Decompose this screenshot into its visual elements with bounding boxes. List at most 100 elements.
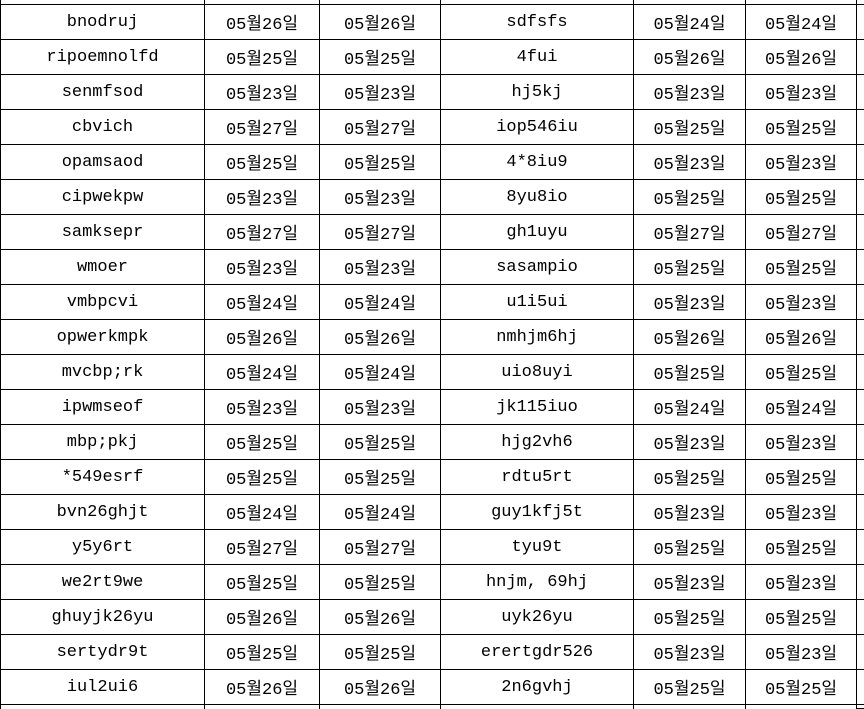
name-cell[interactable]: wmoer [0, 249, 205, 285]
date-cell[interactable]: 05월23일 [319, 74, 441, 110]
date-cell[interactable]: 05월27일 [745, 214, 857, 250]
date-cell[interactable]: 05월27일 [319, 214, 441, 250]
date-cell[interactable]: 05월23일 [745, 424, 857, 460]
date-cell[interactable]: 05월23일 [204, 249, 320, 285]
name-cell[interactable]: cbvich [0, 109, 205, 145]
date-cell[interactable]: 05월25일 [633, 669, 746, 705]
name-cell[interactable]: bvn26ghjt [0, 494, 205, 530]
name-cell[interactable]: ipwmseof [0, 389, 205, 425]
date-cell[interactable]: 05월25일 [319, 39, 441, 75]
date-cell[interactable]: 05월27일 [319, 109, 441, 145]
date-cell[interactable]: 05월26일 [204, 599, 320, 635]
date-cell[interactable]: 05월26일 [745, 319, 857, 355]
name-cell[interactable]: opwerkmpk [0, 319, 205, 355]
date-cell[interactable]: 05월27일 [204, 109, 320, 145]
date-cell[interactable]: 05월26일 [745, 39, 857, 75]
date-cell[interactable]: 05월25일 [319, 144, 441, 180]
date-cell[interactable]: 05월25일 [319, 564, 441, 600]
date-cell[interactable]: 05월26일 [319, 4, 441, 40]
name-cell[interactable]: *549esrf [0, 459, 205, 495]
date-cell[interactable]: 05월24일 [204, 354, 320, 390]
name-cell[interactable]: hj5kj [440, 74, 634, 110]
date-cell[interactable]: 05월25일 [204, 564, 320, 600]
name-cell[interactable]: y5y6rt [0, 529, 205, 565]
name-cell[interactable]: ghuyjk26yu [0, 599, 205, 635]
date-cell[interactable]: 05월25일 [745, 109, 857, 145]
date-cell[interactable]: 05월25일 [633, 529, 746, 565]
name-cell[interactable]: bnodruj [0, 4, 205, 40]
date-cell[interactable]: 05월27일 [319, 529, 441, 565]
date-cell[interactable]: 05월25일 [745, 459, 857, 495]
name-cell[interactable]: sasampio [440, 249, 634, 285]
date-cell[interactable]: 05월24일 [204, 494, 320, 530]
name-cell[interactable]: sertydr9t [0, 634, 205, 670]
name-cell[interactable]: uyk26yu [440, 599, 634, 635]
name-cell[interactable]: vmbpcvi [0, 284, 205, 320]
date-cell[interactable]: 05월25일 [633, 179, 746, 215]
name-cell[interactable]: iop546iu [440, 109, 634, 145]
name-cell[interactable]: iul2ui6 [0, 669, 205, 705]
date-cell[interactable]: 05월26일 [204, 4, 320, 40]
date-cell[interactable]: 05월24일 [319, 284, 441, 320]
date-cell[interactable]: 05월25일 [745, 529, 857, 565]
date-cell[interactable]: 05월23일 [745, 634, 857, 670]
date-cell[interactable]: 05월23일 [745, 144, 857, 180]
name-cell[interactable]: sdfsfs [440, 4, 634, 40]
date-cell[interactable]: 05월26일 [633, 319, 746, 355]
name-cell[interactable]: we2rt9we [0, 564, 205, 600]
date-cell[interactable]: 05월23일 [319, 179, 441, 215]
date-cell[interactable]: 05월27일 [633, 214, 746, 250]
name-cell[interactable]: ripoemnolfd [0, 39, 205, 75]
date-cell[interactable]: 05월24일 [745, 4, 857, 40]
date-cell[interactable]: 05월23일 [745, 564, 857, 600]
name-cell[interactable]: erertgdr526 [440, 634, 634, 670]
date-cell[interactable]: 05월26일 [633, 39, 746, 75]
date-cell[interactable]: 05월25일 [204, 39, 320, 75]
date-cell[interactable]: 05월23일 [633, 144, 746, 180]
date-cell[interactable]: 05월25일 [633, 354, 746, 390]
date-cell[interactable]: 05월25일 [319, 459, 441, 495]
name-cell[interactable]: cipwekpw [0, 179, 205, 215]
date-cell[interactable]: 05월25일 [745, 179, 857, 215]
date-cell[interactable]: 05월25일 [633, 459, 746, 495]
date-cell[interactable]: 05월23일 [745, 284, 857, 320]
date-cell[interactable]: 05월25일 [319, 634, 441, 670]
date-cell[interactable]: 05월26일 [204, 669, 320, 705]
date-cell[interactable]: 05월23일 [633, 494, 746, 530]
date-cell[interactable]: 05월26일 [319, 319, 441, 355]
name-cell[interactable]: mvcbp;rk [0, 354, 205, 390]
date-cell[interactable]: 05월23일 [633, 284, 746, 320]
date-cell[interactable]: 05월27일 [204, 529, 320, 565]
date-cell[interactable]: 05월25일 [745, 669, 857, 705]
name-cell[interactable]: 8yu8io [440, 179, 634, 215]
date-cell[interactable]: 05월23일 [204, 389, 320, 425]
date-cell[interactable]: 05월26일 [204, 319, 320, 355]
date-cell[interactable]: 05월25일 [633, 599, 746, 635]
date-cell[interactable]: 05월23일 [633, 564, 746, 600]
name-cell[interactable]: 2n6gvhj [440, 669, 634, 705]
name-cell[interactable]: nmhjm6hj [440, 319, 634, 355]
date-cell[interactable]: 05월23일 [633, 424, 746, 460]
date-cell[interactable]: 05월26일 [319, 599, 441, 635]
date-cell[interactable]: 05월25일 [633, 249, 746, 285]
name-cell[interactable]: gh1uyu [440, 214, 634, 250]
name-cell[interactable]: samksepr [0, 214, 205, 250]
name-cell[interactable]: opamsaod [0, 144, 205, 180]
name-cell[interactable]: u1i5ui [440, 284, 634, 320]
date-cell[interactable]: 05월25일 [633, 109, 746, 145]
date-cell[interactable]: 05월24일 [319, 494, 441, 530]
date-cell[interactable]: 05월24일 [745, 389, 857, 425]
date-cell[interactable]: 05월23일 [633, 74, 746, 110]
date-cell[interactable]: 05월23일 [745, 494, 857, 530]
date-cell[interactable]: 05월25일 [204, 459, 320, 495]
name-cell[interactable]: rdtu5rt [440, 459, 634, 495]
name-cell[interactable]: tyu9t [440, 529, 634, 565]
date-cell[interactable]: 05월24일 [204, 284, 320, 320]
date-cell[interactable]: 05월25일 [745, 249, 857, 285]
date-cell[interactable]: 05월23일 [319, 249, 441, 285]
name-cell[interactable]: senmfsod [0, 74, 205, 110]
name-cell[interactable]: jk115iuo [440, 389, 634, 425]
date-cell[interactable]: 05월23일 [633, 634, 746, 670]
date-cell[interactable]: 05월26일 [319, 669, 441, 705]
date-cell[interactable]: 05월24일 [319, 354, 441, 390]
